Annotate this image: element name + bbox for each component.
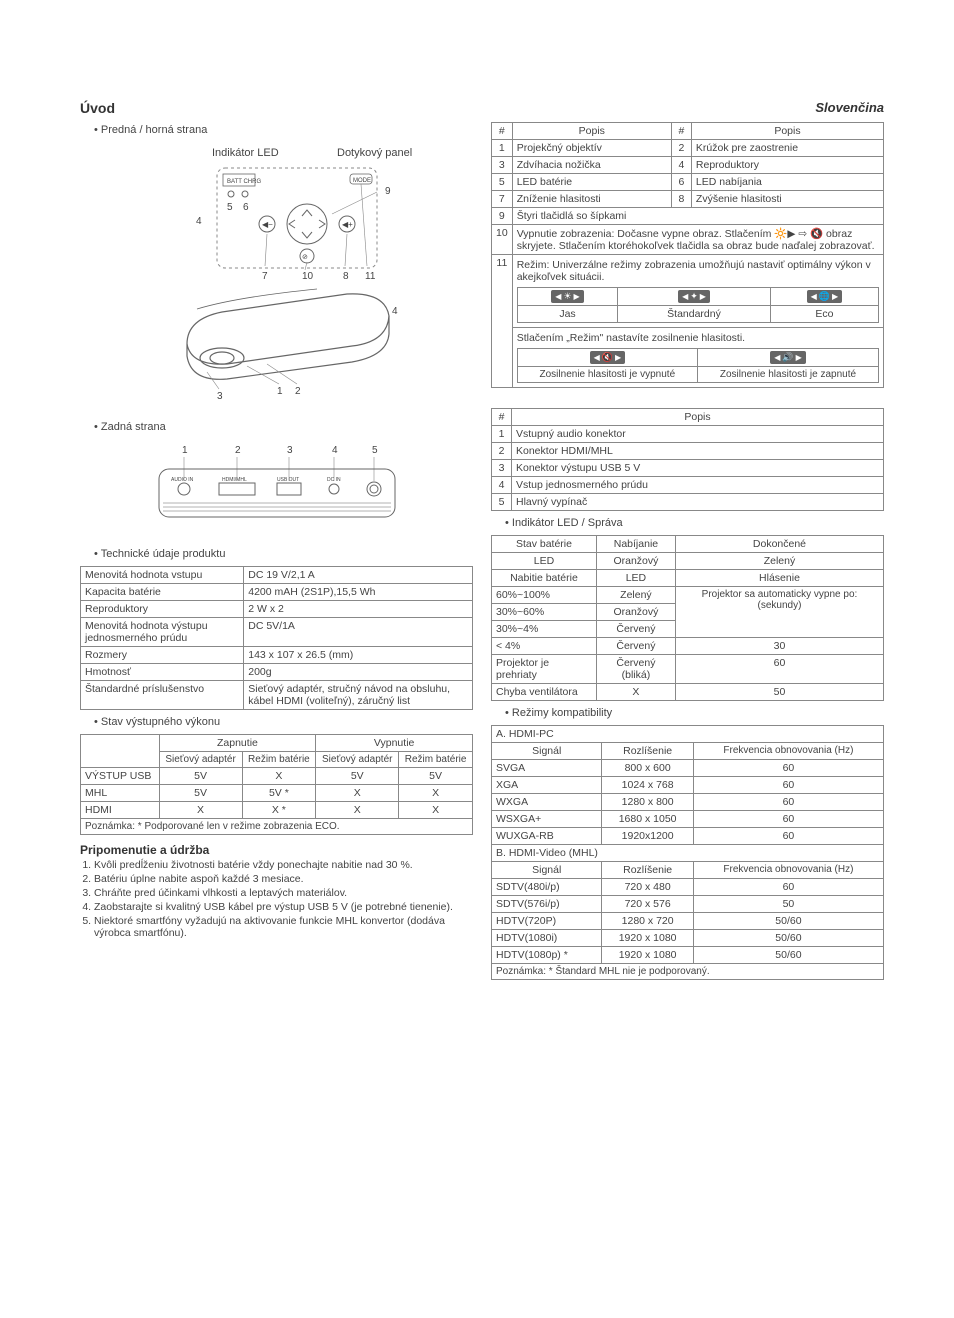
table-cell: X	[316, 785, 399, 802]
front-diagram: Indikátor LED Dotykový panel BATT CHRG 5…	[80, 144, 473, 407]
svg-text:3: 3	[217, 391, 223, 402]
led-msg-bullet: Indikátor LED / Správa	[505, 517, 884, 529]
table-cell: Štandardné príslušenstvo	[81, 681, 244, 710]
svg-text:5: 5	[372, 445, 378, 456]
table-cell: Hmotnosť	[81, 664, 244, 681]
page: Úvod Slovenčina Predná / horná strana In…	[30, 40, 924, 1026]
table-cell: X	[399, 802, 473, 819]
svg-text:4: 4	[392, 306, 398, 317]
table-cell: X	[159, 802, 242, 819]
table-cell: Kapacita batérie	[81, 584, 244, 601]
led-indicator-label: Indikátor LED	[212, 147, 279, 159]
svg-text:DC IN: DC IN	[327, 477, 341, 483]
left-column: Predná / horná strana Indikátor LED Doty…	[80, 122, 473, 986]
list-item: Chráňte pred účinkami vlhkosti a leptavý…	[94, 887, 473, 899]
compat-note: Poznámka: * Štandard MHL nie je podporov…	[492, 964, 884, 980]
header-off: Vypnutie	[316, 735, 473, 752]
led-msg-table: Stav batérie Nabíjanie Dokončené LED Ora…	[491, 535, 884, 701]
list-item: Niektoré smartfóny vyžadujú na aktivovan…	[94, 915, 473, 939]
front-bullet: Predná / horná strana	[94, 124, 473, 136]
specs-table: Menovitá hodnota vstupuDC 19 V/2,1 AKapa…	[80, 566, 473, 710]
svg-text:HDMI/MHL: HDMI/MHL	[222, 477, 247, 483]
output-state-bullet: Stav výstupného výkonu	[94, 716, 473, 728]
output-note: Poznámka: * Podporované len v režime zob…	[81, 819, 473, 835]
svg-text:BATT CHRG: BATT CHRG	[227, 179, 261, 185]
table-cell: X	[242, 768, 316, 785]
svg-text:2: 2	[295, 386, 301, 397]
table-cell: MHL	[81, 785, 160, 802]
table-cell: DC 5V/1A	[244, 618, 473, 647]
table-cell: Menovitá hodnota vstupu	[81, 567, 244, 584]
title: Úvod	[80, 100, 115, 116]
list-item: Kvôli predĺženiu životnosti batérie vždy…	[94, 859, 473, 871]
table-cell: 4200 mAH (2S1P),15,5 Wh	[244, 584, 473, 601]
header-on: Zapnutie	[159, 735, 316, 752]
maintenance-list: Kvôli predĺženiu životnosti batérie vždy…	[94, 859, 473, 939]
svg-text:5: 5	[227, 202, 233, 213]
table-cell: X	[399, 785, 473, 802]
mode-eco-icon: ◀🌐▶	[807, 290, 843, 303]
section-a: A. HDMI-PC	[492, 726, 884, 743]
back-desc-table: # Popis 1Vstupný audio konektor2Konektor…	[491, 408, 884, 511]
table-cell: Sieťový adaptér, stručný návod na obsluh…	[244, 681, 473, 710]
output-state-table: Zapnutie Vypnutie Sieťový adaptér Režim …	[80, 734, 473, 835]
svg-text:10: 10	[302, 271, 314, 282]
svg-text:⊘: ⊘	[302, 254, 308, 261]
maintenance-title: Pripomenutie a údržba	[80, 843, 473, 857]
table-cell: X	[316, 802, 399, 819]
svg-text:7: 7	[262, 271, 268, 282]
front-desc-table: # Popis # Popis 1Projekčný objektív2Krúž…	[491, 122, 884, 388]
svg-text:MODE: MODE	[353, 178, 371, 184]
svg-text:1: 1	[277, 386, 283, 397]
mode-jas-icon: ◀☀▶	[551, 290, 583, 303]
svg-text:1: 1	[182, 445, 188, 456]
svg-text:3: 3	[287, 445, 293, 456]
back-diagram: 1 2 3 4 5 AUDIO IN HDMI/MHL USB	[80, 441, 473, 534]
svg-text:2: 2	[235, 445, 241, 456]
svg-text:◀−: ◀−	[262, 220, 273, 229]
table-cell: Reproduktory	[81, 601, 244, 618]
compat-bullet: Režimy kompatibility	[505, 707, 884, 719]
compat-table: A. HDMI-PC Signál Rozlíšenie Frekvencia …	[491, 725, 884, 980]
touch-panel-label: Dotykový panel	[337, 147, 412, 159]
svg-text:AUDIO IN: AUDIO IN	[171, 477, 194, 483]
table-cell: 5V	[159, 785, 242, 802]
table-cell: HDMI	[81, 802, 160, 819]
right-column: # Popis # Popis 1Projekčný objektív2Krúž…	[491, 122, 884, 986]
svg-text:8: 8	[343, 271, 349, 282]
vol-off-icon: ◀🔇▶	[590, 351, 626, 364]
svg-text:4: 4	[332, 445, 338, 456]
list-item: Batériu úplne nabite aspoň každé 3 mesia…	[94, 873, 473, 885]
svg-text:11: 11	[365, 271, 376, 282]
mode-std-icon: ◀✦▶	[678, 290, 710, 303]
section-b: B. HDMI-Video (MHL)	[492, 845, 884, 862]
table-cell: 200g	[244, 664, 473, 681]
table-cell: Menovitá hodnota výstupu jednosmerného p…	[81, 618, 244, 647]
list-item: Zaobstarajte si kvalitný USB kábel pre v…	[94, 901, 473, 913]
table-cell: Rozmery	[81, 647, 244, 664]
svg-text:6: 6	[243, 202, 249, 213]
table-cell: X *	[242, 802, 316, 819]
table-cell: DC 19 V/2,1 A	[244, 567, 473, 584]
back-bullet: Zadná strana	[94, 421, 473, 433]
table-cell: 2 W x 2	[244, 601, 473, 618]
table-cell: 143 x 107 x 26.5 (mm)	[244, 647, 473, 664]
svg-text:9: 9	[385, 186, 391, 197]
svg-text:USB OUT: USB OUT	[277, 477, 299, 483]
table-cell: VÝSTUP USB	[81, 768, 160, 785]
vol-on-icon: ◀🔊▶	[770, 351, 806, 364]
specs-bullet: Technické údaje produktu	[94, 548, 473, 560]
svg-text:4: 4	[196, 216, 202, 227]
table-cell: 5V	[316, 768, 399, 785]
svg-text:◀+: ◀+	[342, 220, 353, 229]
table-cell: 5V *	[242, 785, 316, 802]
language-label: Slovenčina	[815, 100, 884, 116]
table-cell: 5V	[399, 768, 473, 785]
table-cell: 5V	[159, 768, 242, 785]
